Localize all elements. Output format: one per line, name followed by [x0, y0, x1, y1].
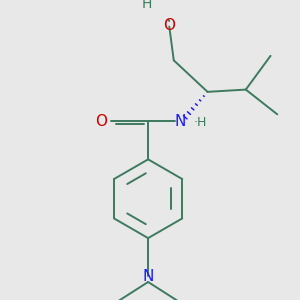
Text: ·H: ·H [194, 116, 207, 130]
Text: N: N [142, 269, 154, 284]
Text: H: H [141, 0, 152, 11]
Text: O: O [95, 114, 107, 129]
Text: O: O [163, 18, 175, 33]
Text: N: N [175, 114, 186, 129]
